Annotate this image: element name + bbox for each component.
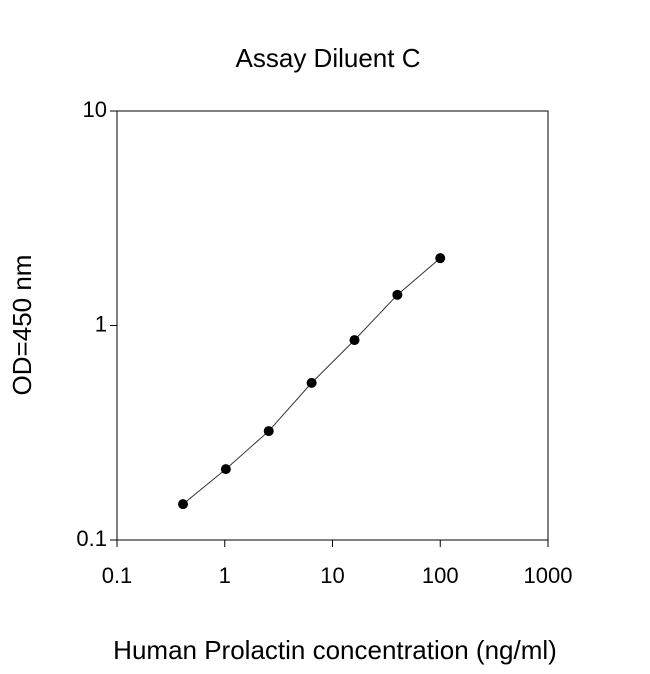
- x-tick-label: 100: [422, 563, 459, 588]
- y-tick-label: 0.1: [76, 526, 107, 551]
- x-tick-label: 10: [320, 563, 344, 588]
- y-tick-label: 10: [83, 97, 107, 122]
- data-point: [435, 253, 446, 264]
- y-axis-label: OD=450 nm: [7, 255, 37, 396]
- data-point: [220, 464, 231, 475]
- data-point: [306, 377, 317, 388]
- plot-frame: [116, 110, 549, 541]
- chart-title: Assay Diluent C: [236, 43, 421, 73]
- x-tick-label: 1: [219, 563, 231, 588]
- data-point: [392, 289, 403, 300]
- data-point: [349, 335, 360, 346]
- x-tick-label: 1000: [524, 563, 573, 588]
- data-point: [263, 426, 274, 437]
- y-tick-label: 1: [95, 311, 107, 336]
- data-point: [178, 499, 189, 510]
- x-axis-label: Human Prolactin concentration (ng/ml): [113, 635, 557, 665]
- x-tick-label: 0.1: [102, 563, 133, 588]
